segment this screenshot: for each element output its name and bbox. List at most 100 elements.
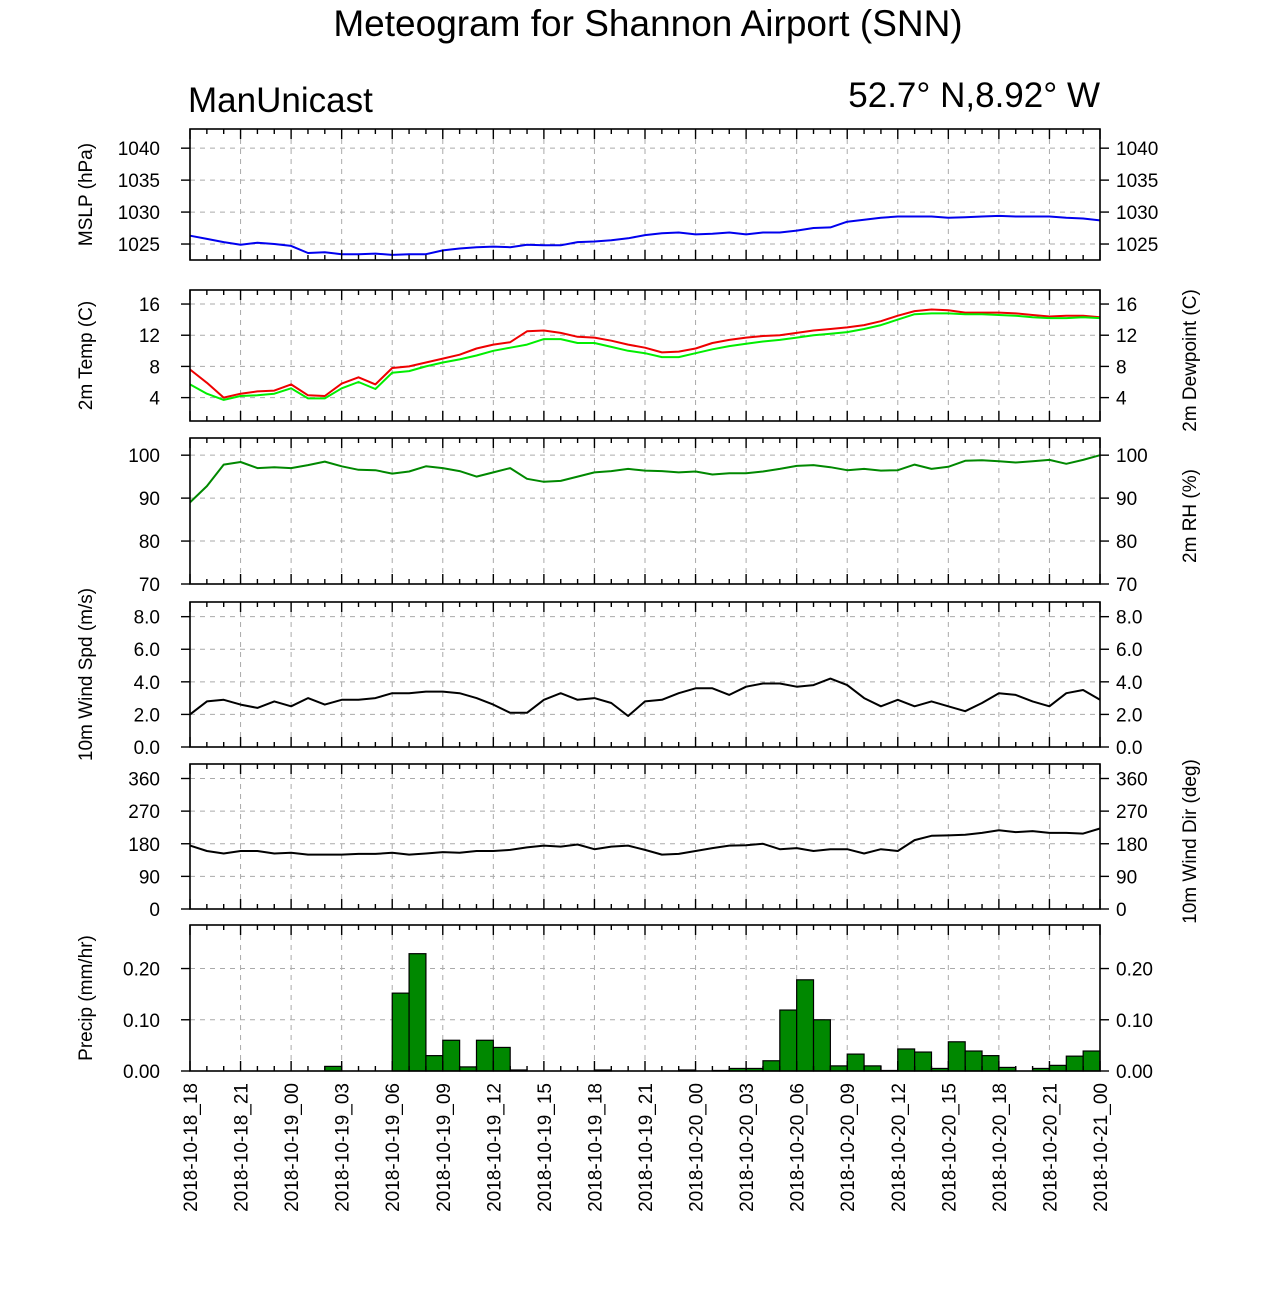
time-axis: 2018-10-18_18 2018-10-18_21 2018-10-19_00 2… [181,1083,1112,1212]
precip-bar [846,1053,865,1072]
precip-bar [425,1055,444,1072]
precip-bar [391,992,410,1072]
temperature-ytick-label: 12 [1116,326,1137,347]
precip-bar [1082,1050,1101,1072]
precip-bar [964,1050,983,1072]
time-tick-label: 2018-10-19_03 [333,1083,354,1212]
wind-speed-series-line [189,677,1101,717]
relative-humidity-ylabel-right: 2m RH (%) [1180,469,1201,563]
wind-direction-ytick-label: 360 [128,770,160,791]
wind-direction-series-line [189,827,1101,856]
wind-speed-ytick-label: 2.0 [134,705,160,726]
wind-direction-ytick-label: 180 [1116,835,1148,856]
wind-speed-ytick-label: 6.0 [134,640,160,661]
temperature-ytick-label: 4 [1116,389,1127,410]
precip-bar [492,1046,511,1072]
precip-ytick-label: 0.00 [1116,1062,1153,1083]
time-tick-label: 2018-10-19_09 [434,1083,455,1212]
temperature-series-line [189,308,1101,399]
time-tick-label: 2018-10-20_09 [838,1083,859,1212]
wind-direction-ytick-label: 360 [1116,770,1148,791]
precip-ytick-label: 0.00 [123,1062,160,1083]
wind-speed-ytick-label: 4.0 [1116,673,1142,694]
relative-humidity-ytick-label: 90 [1116,489,1137,510]
time-tick-label: 2018-10-18_18 [181,1083,202,1212]
time-tick-label: 2018-10-20_03 [737,1083,758,1212]
mslp-ytick-label: 1025 [118,235,160,256]
precip-ytick-label: 0.20 [1116,960,1153,981]
wind-direction-panel: 0 0 90 90 180 180 270 270 360 360 10m Wind Dir (de… [128,759,1201,924]
time-tick-label: 2018-10-19_06 [383,1083,404,1212]
wind-direction-ytick-label: 0 [149,900,160,921]
temperature-ytick-label: 8 [1116,357,1127,378]
wind-speed-ylabel-left: 10m Wind Spd (m/s) [76,588,97,761]
time-tick-label: 2018-10-19_18 [585,1083,606,1212]
precip-bar [796,979,815,1072]
relative-humidity-ytick-label: 70 [1116,575,1137,596]
mslp-ytick-label: 1030 [118,203,160,224]
precip-bar [779,1009,798,1072]
time-tick-label: 2018-10-20_18 [990,1083,1011,1212]
precip-bar [408,953,427,1072]
time-tick-label: 2018-10-20_00 [687,1083,708,1212]
relative-humidity-panel: 70 70 80 80 90 90 100 100 2m RH (%) [128,437,1201,596]
station-location: 52.7° N,8.92° W [848,76,1100,115]
time-tick-label: 2018-10-20_15 [939,1083,960,1212]
time-tick-label: 2018-10-19_15 [535,1083,556,1212]
precip-bar [762,1060,781,1072]
temperature-ytick-label: 4 [149,389,160,410]
temperature-ytick-label: 16 [1116,295,1137,316]
temperature-panel: 4 4 8 8 12 12 16 16 2m Temp (C) 2m Dewpoint (C) [76,289,1201,432]
time-tick-label: 2018-10-19_12 [484,1083,505,1212]
time-tick-label: 2018-10-20_06 [788,1083,809,1212]
chart-title: Meteogram for Shannon Airport (SNN) [333,3,962,44]
relative-humidity-ytick-label: 100 [1116,446,1148,467]
wind-direction-ytick-label: 180 [128,835,160,856]
wind-speed-panel: 0.0 0.0 2.0 2.0 4.0 4.0 6.0 6.0 8.0 8.0 10m Wind S… [76,588,1142,761]
time-tick-label: 2018-10-21_00 [1091,1083,1112,1212]
mslp-panel: 1025 1025 1030 1030 1035 1035 1040 1040 MSLP (hP… [76,128,1158,261]
precip-bar [812,1019,831,1072]
precip-panel: 0.00 0.00 0.10 0.10 0.20 0.20 Precip (mm/hr) [76,924,1153,1083]
precip-ylabel-left: Precip (mm/hr) [76,935,97,1061]
wind-speed-ytick-label: 0.0 [1116,738,1142,759]
mslp-ytick-label: 1040 [118,139,160,160]
precip-bar [981,1055,1000,1072]
relative-humidity-series-line [189,454,1101,504]
precip-bar [914,1051,933,1072]
mslp-ytick-label: 1040 [1116,139,1158,160]
mslp-ytick-label: 1030 [1116,203,1158,224]
wind-direction-ytick-label: 90 [1116,867,1137,888]
time-tick-label: 2018-10-20_21 [1040,1083,1061,1212]
temperature-ylabel-right: 2m Dewpoint (C) [1180,289,1201,432]
temperature-ytick-label: 16 [139,295,160,316]
relative-humidity-ytick-label: 80 [1116,532,1137,553]
model-name: ManUnicast [188,81,373,120]
precip-ytick-label: 0.20 [123,960,160,981]
relative-humidity-ytick-label: 70 [139,575,160,596]
wind-speed-ytick-label: 6.0 [1116,640,1142,661]
wind-direction-ytick-label: 270 [1116,802,1148,823]
wind-direction-ytick-label: 270 [128,802,160,823]
mslp-ytick-label: 1025 [1116,235,1158,256]
wind-speed-ytick-label: 8.0 [1116,608,1142,629]
time-tick-label: 2018-10-18_21 [232,1083,253,1212]
mslp-ylabel-left: MSLP (hPa) [76,143,97,246]
time-tick-label: 2018-10-19_00 [282,1083,303,1212]
precip-bar [442,1039,461,1072]
precip-ytick-label: 0.10 [123,1011,160,1032]
time-tick-label: 2018-10-20_12 [889,1083,910,1212]
wind-speed-ytick-label: 0.0 [134,738,160,759]
wind-speed-ytick-label: 4.0 [134,673,160,694]
temperature-ytick-label: 12 [139,326,160,347]
relative-humidity-ytick-label: 80 [139,532,160,553]
wind-speed-ytick-label: 8.0 [134,608,160,629]
precip-bar [1065,1055,1084,1072]
relative-humidity-ytick-label: 90 [139,489,160,510]
precip-bar [475,1039,494,1072]
relative-humidity-ytick-label: 100 [128,446,160,467]
precip-bar [1048,1064,1067,1072]
wind-direction-ytick-label: 90 [139,867,160,888]
time-tick-label: 2018-10-19_21 [636,1083,657,1212]
